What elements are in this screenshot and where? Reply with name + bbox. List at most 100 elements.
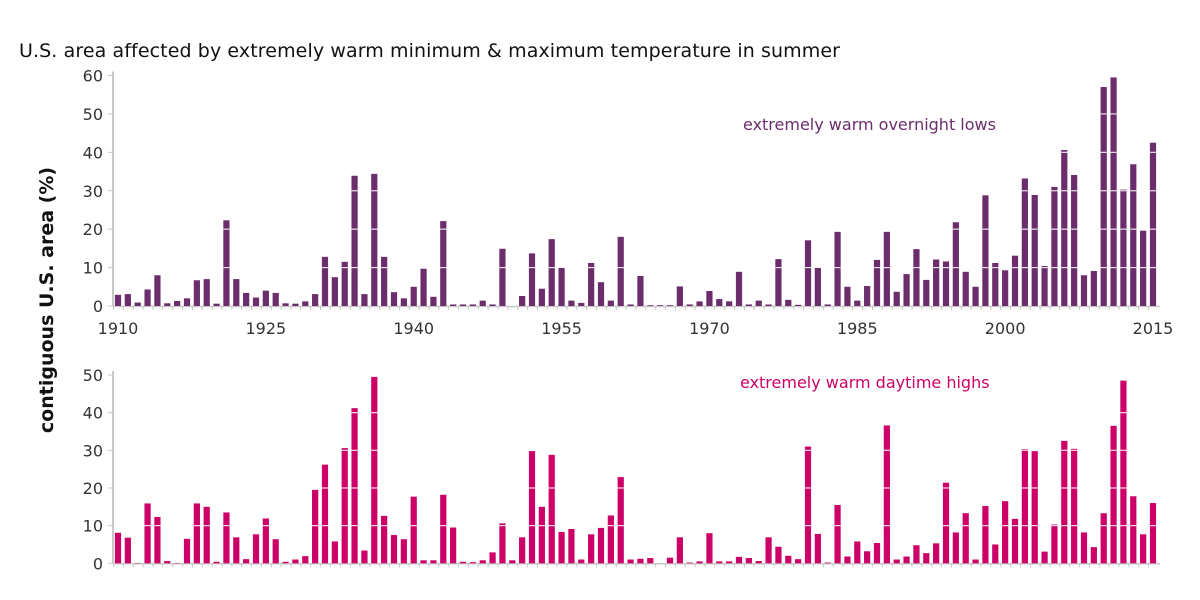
- bar-1921: [223, 512, 230, 564]
- bar-1968: [686, 304, 693, 306]
- bar-2004: [1041, 551, 1048, 564]
- bar-1963: [637, 558, 644, 564]
- bar-1974: [745, 304, 752, 306]
- bar-2009: [1090, 547, 1097, 564]
- bar-1933: [341, 448, 348, 564]
- x-tick-label: 1955: [541, 319, 582, 338]
- bar-1930: [312, 489, 319, 564]
- bar-1950: [509, 560, 516, 564]
- bar-1989: [893, 291, 900, 306]
- bar-1964: [647, 305, 654, 306]
- bar-2015: [1149, 142, 1157, 306]
- bar-1910: [114, 294, 122, 306]
- bar-2007: [1071, 448, 1078, 564]
- bar-1940: [410, 496, 417, 564]
- bar-1927: [282, 303, 289, 306]
- bar-2003: [1031, 194, 1038, 306]
- bar-1952: [528, 253, 536, 306]
- bar-1935: [361, 294, 368, 306]
- bar-1922: [233, 279, 240, 306]
- bar-1939: [400, 298, 407, 306]
- bar-1986: [864, 286, 871, 306]
- bar-1971: [716, 561, 723, 564]
- bar-2013: [1130, 496, 1137, 564]
- bar-1923: [243, 559, 250, 564]
- bar-1975: [755, 561, 762, 564]
- bar-2003: [1031, 451, 1038, 564]
- bar-1925: [262, 290, 269, 306]
- bar-1979: [795, 304, 802, 306]
- bar-2011: [1110, 77, 1117, 306]
- bar-1929: [302, 556, 309, 564]
- bar-2001: [1011, 255, 1019, 306]
- bar-1944: [450, 527, 457, 564]
- bar-1961: [617, 236, 624, 306]
- bar-1997: [972, 286, 979, 306]
- bar-1934: [351, 175, 358, 306]
- bar-1958: [588, 534, 595, 564]
- bar-1937: [381, 515, 388, 564]
- bar-1924: [252, 297, 260, 306]
- y-tick-label: 40: [83, 404, 103, 423]
- bar-1987: [873, 542, 881, 564]
- bar-2000: [1002, 501, 1009, 564]
- bar-1964: [647, 558, 654, 564]
- bar-2010: [1100, 87, 1107, 307]
- x-tick-label: 1925: [245, 319, 286, 338]
- bar-1944: [450, 304, 457, 306]
- bar-2006: [1061, 440, 1068, 564]
- bar-1926: [272, 539, 279, 564]
- bar-1921: [223, 220, 230, 306]
- bar-2015: [1149, 503, 1157, 564]
- bar-1982: [824, 304, 831, 306]
- bar-1991: [913, 545, 920, 564]
- y-tick-label: 60: [83, 67, 103, 86]
- x-tick-label: 2015: [1133, 319, 1174, 338]
- bar-1956: [568, 300, 575, 306]
- bar-1975: [755, 300, 762, 306]
- x-tick-label: 1970: [689, 319, 730, 338]
- y-tick-label: 0: [93, 297, 103, 316]
- bar-1912: [134, 302, 141, 306]
- bar-1976: [765, 304, 772, 306]
- bar-2001: [1011, 518, 1019, 564]
- bar-1917: [183, 538, 191, 564]
- bar-1962: [627, 559, 634, 564]
- bar-1985: [854, 541, 861, 564]
- bar-1992: [923, 553, 930, 564]
- bar-1955: [558, 267, 565, 306]
- bar-2014: [1140, 534, 1147, 564]
- bar-1977: [775, 546, 782, 564]
- bar-1986: [864, 551, 871, 564]
- bar-1931: [321, 256, 329, 306]
- bar-1947: [479, 300, 486, 306]
- x-tick-label: 1910: [98, 319, 139, 338]
- bar-1930: [312, 294, 319, 306]
- x-tick-label: 1940: [393, 319, 434, 338]
- y-tick-label: 20: [83, 220, 103, 239]
- y-tick-label: 50: [83, 366, 103, 385]
- bar-1989: [893, 559, 900, 564]
- bar-1971: [716, 299, 723, 306]
- bar-1940: [410, 286, 417, 306]
- y-tick-label: 40: [83, 143, 103, 162]
- bar-2013: [1130, 164, 1137, 306]
- bar-2014: [1140, 230, 1147, 306]
- bar-1978: [785, 555, 792, 564]
- bar-1974: [745, 558, 752, 564]
- y-tick-label: 20: [83, 479, 103, 498]
- bar-1966: [666, 557, 674, 564]
- bar-1960: [607, 515, 614, 564]
- bar-1995: [952, 222, 959, 306]
- bar-1947: [479, 560, 486, 564]
- bar-1917: [183, 298, 191, 306]
- bar-2002: [1021, 449, 1028, 564]
- bar-2008: [1080, 532, 1088, 564]
- bar-1954: [548, 454, 555, 564]
- bar-1948: [489, 552, 496, 564]
- bar-1988: [883, 231, 890, 306]
- bar-1970: [706, 533, 713, 564]
- bar-1914: [154, 275, 161, 306]
- bar-1918: [193, 503, 200, 564]
- bar-1942: [430, 296, 437, 306]
